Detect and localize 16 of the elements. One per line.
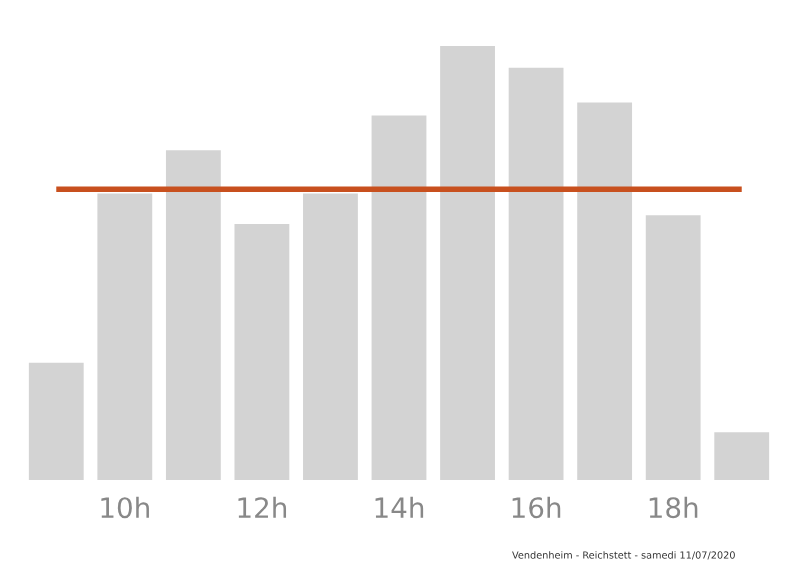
bar [645, 215, 701, 480]
bar [234, 223, 290, 480]
x-tick-label: 14h [375, 496, 424, 518]
x-tick-label: 10h [101, 496, 149, 519]
bar [508, 67, 564, 480]
bar [577, 102, 633, 480]
x-tick-label: 18h [649, 496, 698, 519]
bar [371, 115, 427, 480]
x-tick-label: 16h [512, 496, 561, 519]
bar [714, 432, 770, 480]
bar [440, 46, 495, 480]
bar [28, 362, 84, 480]
bar [97, 193, 153, 480]
x-tick-label: 12h [238, 496, 287, 518]
bar [303, 193, 358, 480]
bar [165, 150, 221, 480]
